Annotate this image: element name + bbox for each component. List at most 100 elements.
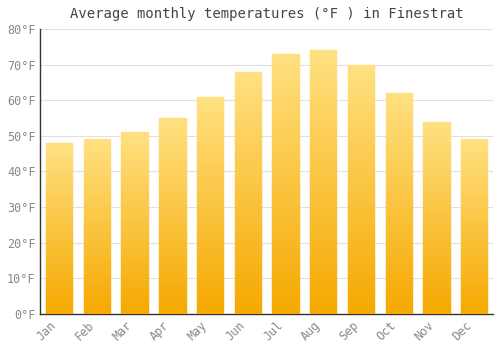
Bar — [159, 183, 186, 185]
Bar — [461, 253, 487, 254]
Bar — [197, 240, 224, 242]
Bar — [386, 137, 412, 140]
Bar — [272, 197, 299, 199]
Bar — [197, 255, 224, 257]
Bar — [424, 299, 450, 300]
Bar — [197, 218, 224, 220]
Bar — [461, 302, 487, 303]
Bar — [310, 261, 336, 264]
Bar — [84, 270, 110, 272]
Bar — [84, 277, 110, 279]
Bar — [272, 90, 299, 93]
Bar — [348, 194, 374, 197]
Bar — [310, 135, 336, 137]
Bar — [348, 299, 374, 301]
Bar — [348, 232, 374, 234]
Bar — [461, 309, 487, 310]
Bar — [84, 148, 110, 150]
Bar — [46, 278, 72, 280]
Bar — [234, 273, 261, 275]
Bar — [310, 116, 336, 119]
Bar — [84, 206, 110, 208]
Bar — [386, 146, 412, 148]
Bar — [461, 249, 487, 251]
Bar — [424, 162, 450, 164]
Bar — [122, 141, 148, 143]
Bar — [197, 153, 224, 155]
Bar — [424, 285, 450, 287]
Bar — [272, 228, 299, 231]
Bar — [234, 190, 261, 193]
Bar — [348, 241, 374, 244]
Bar — [234, 125, 261, 127]
Bar — [310, 87, 336, 90]
Bar — [159, 124, 186, 126]
Bar — [159, 298, 186, 300]
Bar — [310, 277, 336, 280]
Bar — [348, 119, 374, 122]
Bar — [424, 141, 450, 143]
Bar — [386, 259, 412, 261]
Bar — [159, 310, 186, 312]
Bar — [234, 253, 261, 256]
Bar — [310, 69, 336, 71]
Bar — [159, 187, 186, 189]
Bar — [348, 261, 374, 264]
Bar — [234, 113, 261, 116]
Bar — [348, 301, 374, 304]
Bar — [197, 273, 224, 275]
Bar — [197, 296, 224, 299]
Bar — [122, 187, 148, 189]
Bar — [234, 166, 261, 169]
Bar — [424, 279, 450, 281]
Bar — [159, 233, 186, 236]
Bar — [159, 253, 186, 255]
Bar — [310, 214, 336, 216]
Bar — [84, 218, 110, 220]
Bar — [461, 291, 487, 293]
Bar — [234, 135, 261, 137]
Bar — [424, 229, 450, 231]
Bar — [122, 167, 148, 169]
Bar — [46, 266, 72, 268]
Bar — [234, 304, 261, 307]
Bar — [348, 139, 374, 142]
Bar — [84, 162, 110, 164]
Bar — [272, 205, 299, 207]
Bar — [197, 127, 224, 129]
Bar — [461, 261, 487, 263]
Bar — [348, 197, 374, 199]
Bar — [122, 281, 148, 283]
Bar — [197, 129, 224, 132]
Bar — [159, 128, 186, 130]
Bar — [122, 212, 148, 214]
Bar — [272, 153, 299, 155]
Bar — [461, 190, 487, 192]
Bar — [46, 175, 72, 177]
Bar — [461, 221, 487, 223]
Bar — [46, 239, 72, 240]
Bar — [310, 203, 336, 206]
Bar — [197, 97, 224, 99]
Bar — [348, 132, 374, 134]
Bar — [424, 252, 450, 254]
Bar — [46, 143, 72, 145]
Bar — [424, 152, 450, 154]
Bar — [424, 181, 450, 183]
Bar — [159, 273, 186, 275]
Bar — [272, 83, 299, 85]
Bar — [386, 206, 412, 208]
Bar — [424, 170, 450, 172]
Bar — [348, 279, 374, 281]
Bar — [272, 311, 299, 314]
Bar — [386, 126, 412, 128]
Bar — [159, 144, 186, 146]
Bar — [424, 266, 450, 268]
Bar — [122, 267, 148, 268]
Bar — [84, 146, 110, 148]
Bar — [386, 153, 412, 155]
Bar — [122, 256, 148, 258]
Bar — [84, 150, 110, 152]
Bar — [272, 303, 299, 306]
Bar — [310, 127, 336, 130]
